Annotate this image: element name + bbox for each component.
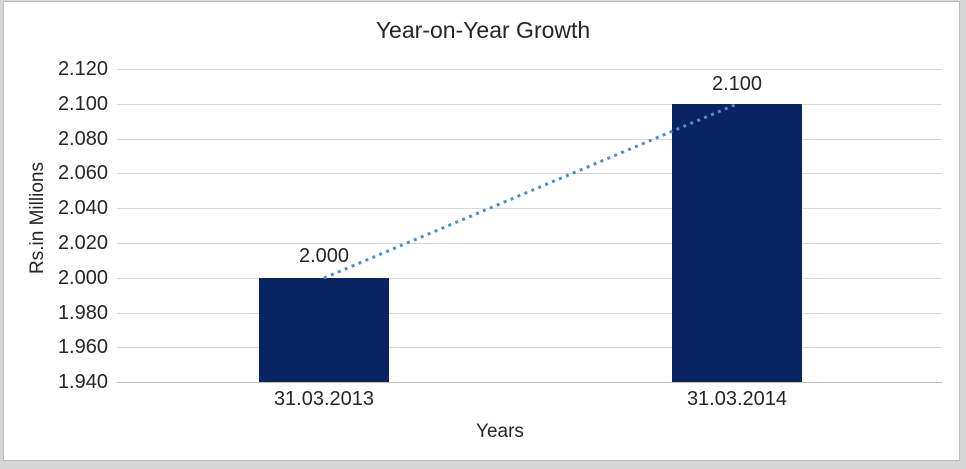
bar-2014[interactable] bbox=[672, 104, 802, 382]
gridline bbox=[117, 139, 942, 140]
y-tick-label: 2.080 bbox=[57, 128, 108, 150]
x-tick-label-2014: 31.03.2014 bbox=[686, 388, 788, 410]
x-axis-title: Years bbox=[476, 421, 524, 442]
y-tick-label: 2.040 bbox=[57, 197, 108, 219]
y-tick-label: 2.120 bbox=[57, 58, 108, 80]
y-tick-label: 2.100 bbox=[57, 93, 108, 115]
data-label-2013: 2.000 bbox=[298, 245, 350, 267]
gridline bbox=[117, 347, 942, 348]
y-tick-label: 2.020 bbox=[57, 232, 108, 254]
data-label-2014: 2.100 bbox=[711, 73, 763, 95]
y-tick-label: 1.960 bbox=[57, 336, 108, 358]
x-tick-label-2013: 31.03.2013 bbox=[273, 388, 375, 410]
gridline bbox=[117, 313, 942, 314]
y-tick-label: 2.000 bbox=[57, 267, 108, 289]
bar-2013[interactable] bbox=[259, 278, 389, 382]
y-tick-label: 1.980 bbox=[57, 302, 108, 324]
gridline bbox=[117, 208, 942, 209]
chart-title: Year-on-Year Growth bbox=[375, 17, 591, 43]
gridline bbox=[117, 173, 942, 174]
y-tick-label: 2.060 bbox=[57, 162, 108, 184]
gridline bbox=[117, 69, 942, 70]
gridline bbox=[117, 243, 942, 244]
gridline bbox=[117, 104, 942, 105]
y-tick-label: 1.940 bbox=[57, 371, 108, 393]
gridline bbox=[117, 278, 942, 279]
x-axis-line bbox=[117, 382, 942, 383]
